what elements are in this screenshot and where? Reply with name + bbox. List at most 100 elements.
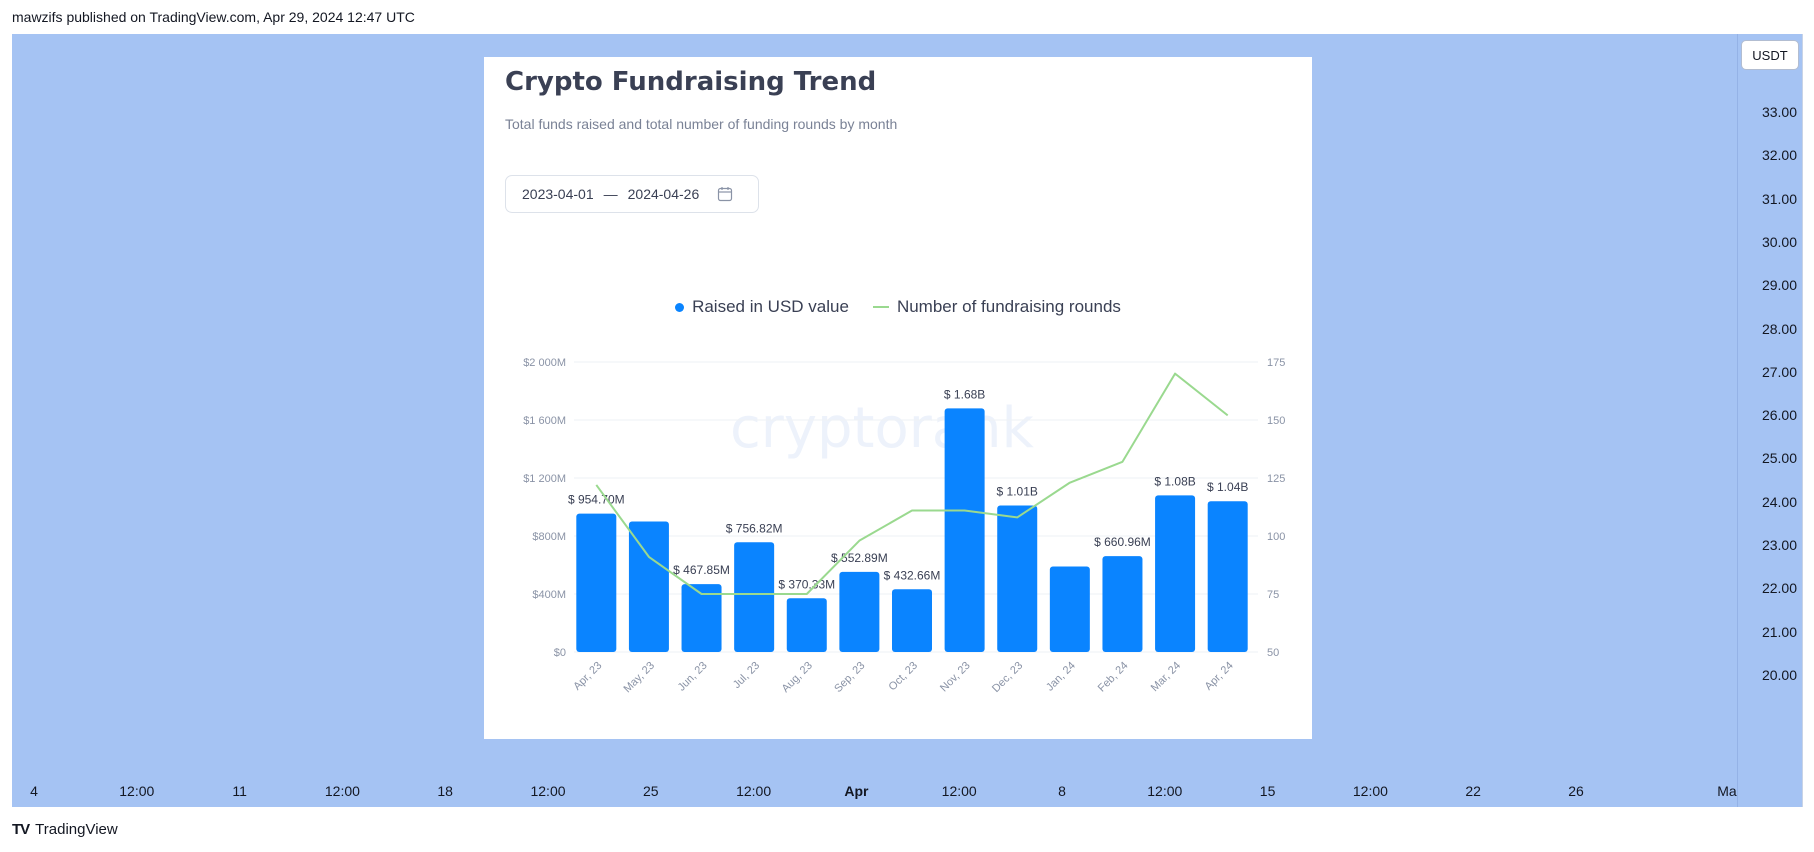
bar-data-label: $ 1.01B: [997, 485, 1038, 499]
legend-label: Number of fundraising rounds: [896, 297, 1121, 316]
bar: [1049, 566, 1090, 652]
fundraising-card: Crypto Fundraising Trend Total funds rai…: [484, 57, 1312, 739]
legend-item-rounds[interactable]: Number of fundraising rounds: [872, 297, 1121, 317]
time-label: 8: [1058, 783, 1066, 799]
time-label: 18: [437, 783, 453, 799]
price-label: 30.00: [1761, 233, 1797, 250]
date-from: 2023-04-01: [522, 186, 594, 202]
time-label: 25: [643, 783, 659, 799]
price-label: 24.00: [1761, 493, 1797, 510]
card-title: Crypto Fundraising Trend: [505, 67, 877, 97]
y-right-tick-label: 175: [1267, 357, 1285, 369]
time-label: 12:00: [736, 783, 772, 799]
bar-data-label: $ 552.89M: [831, 551, 888, 565]
tradingview-logo-icon: TV: [12, 821, 30, 838]
x-tick-label: Dec, 23: [990, 660, 1025, 695]
x-tick-label: Jun, 23: [676, 660, 710, 694]
time-label: 26: [1568, 783, 1584, 799]
time-label: 12:00: [1147, 783, 1183, 799]
chart-legend: Raised in USD value Number of fundraisin…: [484, 297, 1312, 317]
bar-data-label: $ 1.68B: [944, 387, 985, 401]
price-label: 28.00: [1761, 320, 1797, 337]
y-right-tick-label: 75: [1267, 589, 1279, 601]
bar-data-label: $ 370.33M: [778, 577, 835, 591]
calendar-icon[interactable]: [717, 186, 733, 202]
currency-button[interactable]: USDT: [1741, 40, 1799, 70]
time-label: 12:00: [324, 783, 360, 799]
time-label: 15: [1259, 783, 1276, 799]
price-label: 27.00: [1761, 363, 1797, 380]
price-scale[interactable]: [1737, 34, 1803, 807]
y-right-tick-label: 150: [1267, 415, 1285, 427]
x-tick-label: Apr, 23: [571, 660, 604, 693]
bar-data-label: $ 432.66M: [884, 568, 941, 582]
bar: [944, 408, 985, 652]
time-label: 4: [30, 783, 38, 799]
time-label: 12:00: [1352, 783, 1388, 799]
bar: [786, 598, 827, 652]
time-label: 12:00: [119, 783, 155, 799]
bar: [734, 542, 775, 652]
bar: [1155, 495, 1196, 652]
x-tick-label: Nov, 23: [938, 660, 973, 695]
date-to: 2024-04-26: [627, 186, 700, 202]
bar: [892, 589, 932, 652]
tradingview-brand[interactable]: TV TradingView: [12, 821, 118, 838]
time-label: Apr: [844, 783, 869, 799]
bar: [576, 513, 617, 652]
bar-data-label: $ 756.82M: [726, 521, 783, 535]
watermark: cryptorank: [730, 396, 1035, 461]
price-label: 32.00: [1761, 147, 1797, 164]
y-right-tick-label: 100: [1267, 531, 1285, 543]
x-tick-label: Feb, 24: [1096, 660, 1131, 695]
y-right-tick-label: 125: [1267, 473, 1285, 485]
bar: [628, 521, 669, 652]
bar: [1102, 556, 1143, 652]
legend-line-icon: [872, 306, 889, 308]
time-label: 12:00: [941, 783, 977, 799]
time-label: 11: [232, 783, 247, 799]
price-label: 25.00: [1761, 450, 1797, 467]
price-label: 22.00: [1761, 580, 1797, 597]
x-tick-label: May, 23: [621, 660, 657, 696]
price-label: 21.00: [1761, 623, 1797, 640]
bar-data-label: $ 467.85M: [673, 563, 730, 577]
time-label: 22: [1465, 783, 1481, 799]
x-tick-label: Aug, 23: [780, 660, 815, 695]
time-label: Ma: [1717, 783, 1737, 799]
legend-label: Raised in USD value: [692, 297, 849, 316]
bar-data-label: $ 660.96M: [1094, 535, 1151, 549]
bar: [839, 571, 880, 652]
bar-data-label: $ 1.04B: [1207, 480, 1248, 494]
time-label: 12:00: [530, 783, 566, 799]
legend-dot-icon: [675, 302, 685, 312]
y-left-tick-label: $1 600M: [523, 415, 566, 427]
fundraising-chart: cryptorank $0 $400M $800M $1 200M $1 600M $2 0…: [523, 357, 1285, 696]
date-range-picker[interactable]: 2023-04-01 — 2024-04-26: [505, 175, 759, 213]
date-separator: —: [603, 186, 618, 202]
y-left-tick-label: $0: [554, 647, 566, 659]
price-label: 20.00: [1761, 666, 1797, 683]
y-left-tick-label: $800M: [532, 531, 566, 543]
bar: [1207, 501, 1248, 652]
x-tick-label: Apr, 24: [1203, 660, 1236, 693]
bar-data-label: $ 1.08B: [1154, 474, 1195, 488]
x-tick-label: Mar, 24: [1149, 660, 1183, 694]
price-label: 23.00: [1761, 537, 1797, 553]
price-label: 29.00: [1761, 277, 1797, 294]
brand-name: TradingView: [35, 821, 118, 838]
x-tick-label: Sep, 23: [832, 660, 867, 695]
y-left-tick-label: $1 200M: [523, 473, 566, 485]
rounds-line: [595, 372, 1229, 595]
card-subtitle: Total funds raised and total number of f…: [505, 116, 898, 132]
x-tick-label: Jan, 24: [1044, 660, 1078, 694]
price-label: 26.00: [1761, 407, 1797, 424]
bar: [997, 505, 1038, 652]
y-right-tick-label: 50: [1267, 647, 1279, 659]
bar: [681, 584, 722, 652]
legend-item-raised[interactable]: Raised in USD value: [675, 297, 849, 317]
price-label: 33.00: [1761, 104, 1797, 120]
price-label: 31.00: [1761, 190, 1797, 207]
y-left-tick-label: $400M: [532, 589, 566, 601]
x-tick-label: Jul, 23: [731, 660, 762, 691]
